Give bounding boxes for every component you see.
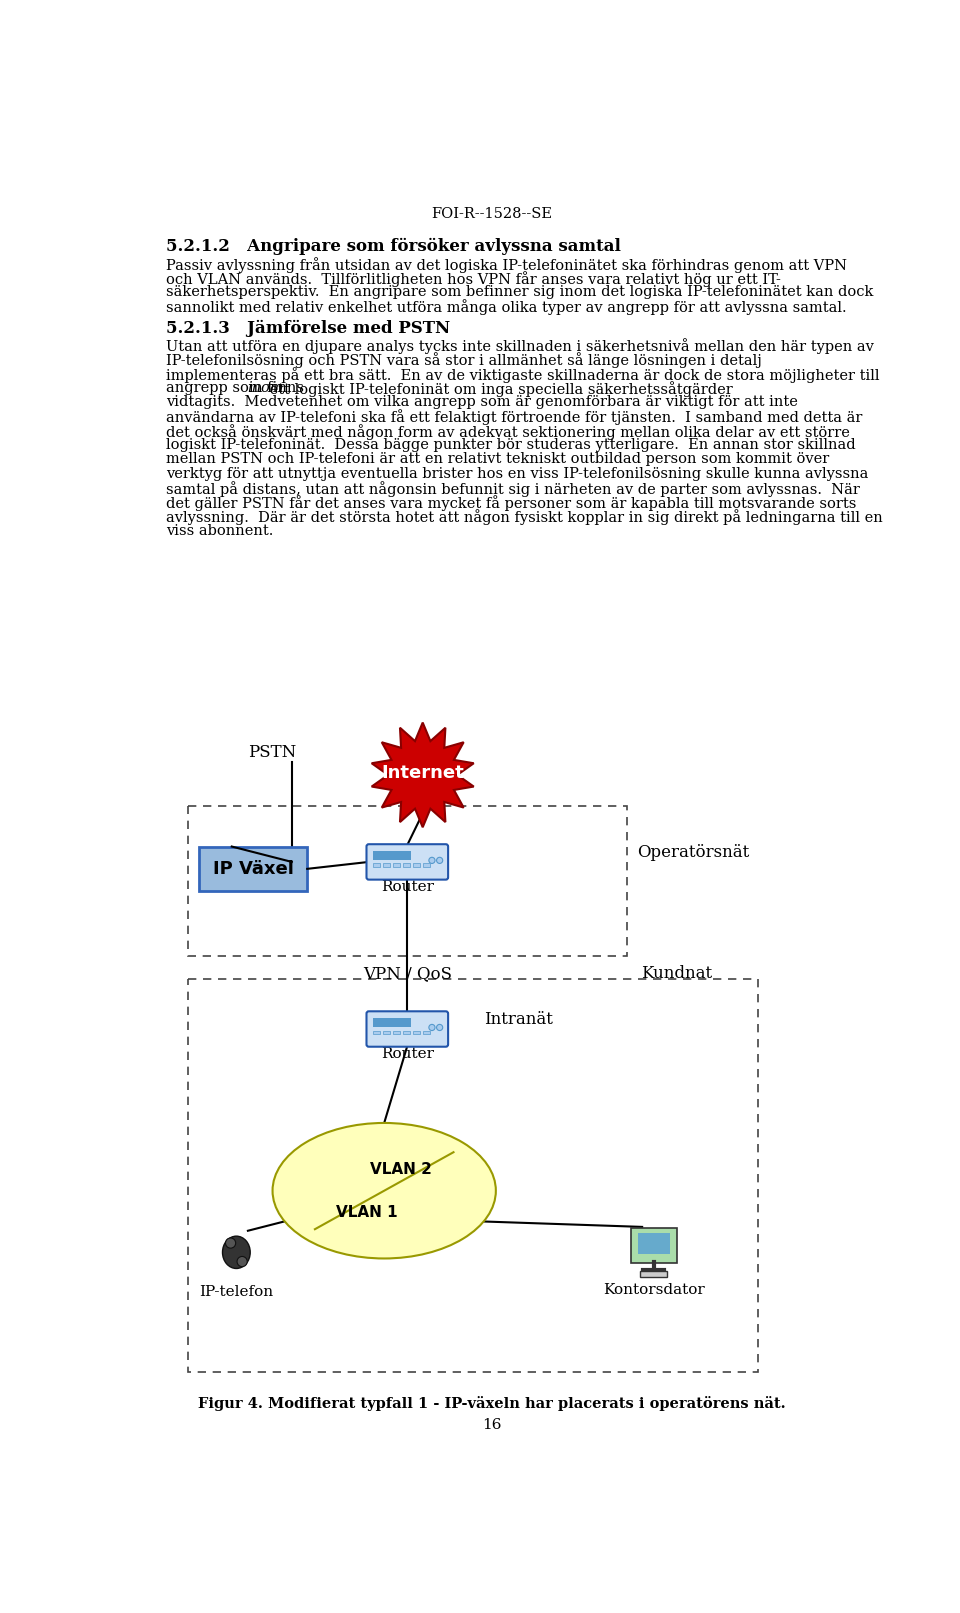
Text: 5.2.1.3   Jämförelse med PSTN: 5.2.1.3 Jämförelse med PSTN: [166, 319, 450, 337]
Text: säkerhetsperspektiv.  En angripare som befinner sig inom det logiska IP-telefoni: säkerhetsperspektiv. En angripare som be…: [166, 286, 874, 298]
Text: användarna av IP-telefoni ska få ett felaktigt förtroende för tjänsten.  I samba: användarna av IP-telefoni ska få ett fel…: [166, 410, 863, 426]
Text: Passiv avlyssning från utsidan av det logiska IP-telefoninätet ska förhindras ge: Passiv avlyssning från utsidan av det lo…: [166, 256, 848, 273]
Bar: [372, 1018, 411, 1027]
Ellipse shape: [273, 1123, 496, 1258]
Bar: [413, 863, 420, 868]
Text: avlyssning.  Där är det största hotet att någon fysiskt kopplar in sig direkt på: avlyssning. Där är det största hotet att…: [166, 510, 883, 526]
Text: VLAN 1: VLAN 1: [336, 1205, 398, 1219]
Text: implementeras på ett bra sätt.  En av de viktigaste skillnaderna är dock de stor: implementeras på ett bra sätt. En av de …: [166, 366, 879, 382]
Bar: [383, 1031, 390, 1034]
Circle shape: [237, 1257, 248, 1266]
Text: ett logiskt IP-telefoninät om inga speciella säkerhetssåtgärder: ett logiskt IP-telefoninät om inga speci…: [265, 381, 732, 397]
FancyBboxPatch shape: [367, 1011, 448, 1047]
Text: samtal på distans, utan att någonsin befunnit sig i närheten av de parter som av: samtal på distans, utan att någonsin bef…: [166, 481, 860, 497]
Bar: [640, 1271, 667, 1277]
Bar: [372, 852, 411, 860]
Text: PSTN: PSTN: [249, 744, 297, 761]
Bar: [402, 1031, 410, 1034]
Text: FOI-R--1528--SE: FOI-R--1528--SE: [431, 208, 553, 221]
Text: vidtagits.  Medvetenhet om vilka angrepp som är genomförbara är viktigt för att : vidtagits. Medvetenhet om vilka angrepp …: [166, 395, 798, 410]
Bar: [637, 1232, 670, 1253]
Text: IP-telefon: IP-telefon: [200, 1286, 274, 1300]
Circle shape: [437, 1024, 443, 1031]
FancyBboxPatch shape: [367, 844, 448, 879]
Circle shape: [226, 1239, 235, 1248]
Text: 5.2.1.2   Angripare som försöker avlyssna samtal: 5.2.1.2 Angripare som försöker avlyssna …: [166, 239, 621, 255]
Ellipse shape: [223, 1236, 251, 1268]
Circle shape: [437, 857, 443, 863]
Text: logiskt IP-telefoninät.  Dessa bägge punkter bör studeras ytterligare.  En annan: logiskt IP-telefoninät. Dessa bägge punk…: [166, 439, 856, 452]
Bar: [383, 863, 390, 868]
FancyBboxPatch shape: [200, 847, 307, 890]
Text: Intranät: Intranät: [484, 1011, 553, 1029]
Text: Operatörsnät: Operatörsnät: [636, 844, 749, 861]
Circle shape: [429, 1024, 435, 1031]
Circle shape: [429, 857, 435, 863]
Bar: [393, 1031, 399, 1034]
FancyBboxPatch shape: [631, 1227, 677, 1263]
Text: VLAN 2: VLAN 2: [371, 1161, 432, 1176]
Text: verktyg för att utnyttja eventuella brister hos en viss IP-telefonilsösning skul: verktyg för att utnyttja eventuella bris…: [166, 466, 869, 481]
Text: det också önskvärt med någon form av adekvat sektionering mellan olika delar av : det också önskvärt med någon form av ade…: [166, 424, 851, 440]
Text: Router: Router: [381, 1047, 434, 1061]
Text: inom: inom: [247, 381, 283, 395]
Text: angrepp som finns: angrepp som finns: [166, 381, 309, 395]
Text: Router: Router: [381, 881, 434, 894]
Text: Internet: Internet: [381, 765, 464, 782]
Bar: [372, 863, 379, 868]
Bar: [393, 863, 399, 868]
Bar: [188, 806, 627, 957]
Text: IP Växel: IP Växel: [213, 860, 294, 877]
Bar: [422, 1031, 430, 1034]
Text: det gäller PSTN får det anses vara mycket få personer som är kapabla till motsva: det gäller PSTN får det anses vara mycke…: [166, 495, 856, 511]
Text: och VLAN används.  Tillförlitligheten hos VPN får anses vara relativt hög ur ett: och VLAN används. Tillförlitligheten hos…: [166, 271, 781, 287]
Text: mellan PSTN och IP-telefoni är att en relativt tekniskt outbildad person som kom: mellan PSTN och IP-telefoni är att en re…: [166, 452, 829, 466]
Text: IP-telefonilsösning och PSTN vara så stor i allmänhet så länge lösningen i detal: IP-telefonilsösning och PSTN vara så sto…: [166, 353, 762, 368]
Text: viss abonnent.: viss abonnent.: [166, 524, 274, 537]
Text: VPN / QoS: VPN / QoS: [363, 965, 452, 982]
Text: 16: 16: [482, 1418, 502, 1432]
Polygon shape: [372, 723, 473, 827]
Bar: [402, 863, 410, 868]
Text: Utan att utföra en djupare analys tycks inte skillnaden i säkerhetsnivå mellan d: Utan att utföra en djupare analys tycks …: [166, 339, 875, 355]
Bar: [188, 979, 757, 1371]
Text: Kontorsdator: Kontorsdator: [603, 1282, 705, 1297]
Bar: [413, 1031, 420, 1034]
Text: sannolikt med relativ enkelhet utföra många olika typer av angrepp för att avlys: sannolikt med relativ enkelhet utföra må…: [166, 300, 847, 315]
Text: Kundnat: Kundnat: [641, 965, 712, 982]
Text: Figur 4. Modifierat typfall 1 - IP-växeln har placerats i operatörens nät.: Figur 4. Modifierat typfall 1 - IP-växel…: [198, 1397, 786, 1411]
Bar: [422, 863, 430, 868]
Bar: [372, 1031, 379, 1034]
